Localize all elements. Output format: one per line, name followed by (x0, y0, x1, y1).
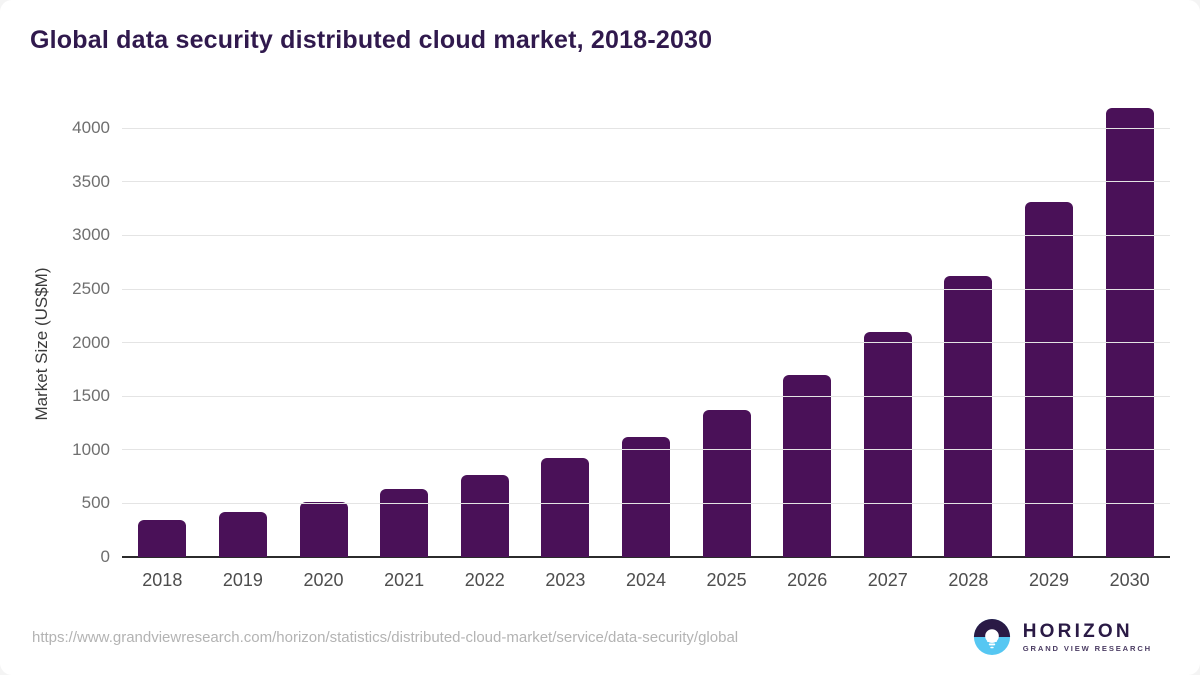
x-label-2024: 2024 (625, 570, 666, 590)
source-url: https://www.grandviewresearch.com/horizo… (32, 629, 739, 646)
bar-2023 (541, 457, 590, 557)
gridline-3500 (122, 181, 1170, 183)
y-tick-label-500: 500 (81, 493, 110, 513)
gridline-2000 (122, 342, 1170, 344)
x-label-2021: 2021 (384, 570, 425, 590)
bar-slot-2021 (364, 101, 445, 557)
horizon-logo-subtitle: GRAND VIEW RESEARCH (1022, 643, 1152, 653)
gridline-3000 (122, 234, 1170, 236)
y-axis-label: Market Size (US$M) (32, 267, 51, 421)
y-tick-label-1000: 1000 (72, 439, 110, 459)
bar-slot-2026 (767, 101, 848, 557)
y-tick-label-1500: 1500 (72, 386, 110, 406)
bar-2029 (1025, 201, 1073, 557)
horizon-logo-icon (973, 618, 1011, 656)
chart-title: Global data security distributed cloud m… (30, 26, 713, 54)
bar-2022 (460, 475, 509, 557)
bar-2019 (218, 511, 267, 557)
bar-slot-2018 (122, 101, 203, 557)
bar-slot-2023 (525, 101, 606, 557)
bar-slot-2030 (1089, 101, 1170, 557)
x-axis-line (122, 556, 1170, 558)
bar-2021 (380, 488, 429, 557)
bar-slot-2019 (203, 101, 284, 557)
bar-slot-2020 (283, 101, 364, 557)
bar-slot-2029 (1009, 101, 1090, 557)
x-label-2019: 2019 (222, 570, 263, 590)
plot-area: 0 500 1000 1500 2000 2500 3000 3500 4000 (72, 101, 1170, 566)
y-tick-label-3000: 3000 (72, 225, 110, 245)
bar-2028 (944, 276, 993, 557)
x-axis-labels: 2018 2019 2020 2021 2022 2023 2024 2025 2026 2027… (122, 570, 1170, 591)
x-label-2030: 2030 (1109, 570, 1150, 590)
gridline-4000 (122, 127, 1170, 129)
horizon-logo: HORIZON GRAND VIEW RESEARCH (973, 618, 1152, 656)
x-label-2027: 2027 (867, 570, 908, 590)
bar-2026 (783, 374, 832, 557)
y-tick-label-2000: 2000 (72, 332, 110, 352)
gridline-500 (122, 502, 1170, 504)
gridline-2500 (122, 288, 1170, 290)
x-label-2026: 2026 (787, 570, 828, 590)
x-label-2020: 2020 (303, 570, 344, 590)
bar-slot-2022 (444, 101, 525, 557)
x-label-2028: 2028 (948, 570, 989, 590)
x-label-2025: 2025 (706, 570, 747, 590)
gridline-1500 (122, 395, 1170, 397)
horizon-logo-text: HORIZON GRAND VIEW RESEARCH (1022, 620, 1152, 653)
x-label-2023: 2023 (545, 570, 586, 590)
bar-slot-2024 (606, 101, 687, 557)
y-tick-label-2500: 2500 (72, 279, 110, 298)
bars-row (122, 101, 1170, 557)
y-tick-label-0: 0 (100, 547, 110, 566)
bar-slot-2028 (928, 101, 1009, 557)
bar-2024 (621, 436, 670, 557)
bar-2018 (138, 520, 187, 557)
x-label-2022: 2022 (464, 570, 505, 590)
x-label-2029: 2029 (1028, 570, 1070, 590)
gridline-1000 (122, 449, 1170, 451)
x-label-2018: 2018 (142, 570, 183, 590)
bar-2020 (299, 501, 348, 557)
y-tick-label-3500: 3500 (72, 171, 110, 191)
horizon-logo-title: HORIZON (1022, 620, 1133, 642)
bar-slot-2025 (686, 101, 767, 557)
y-tick-label-4000: 4000 (72, 118, 110, 138)
bar-2027 (863, 331, 912, 557)
bar-2025 (702, 409, 751, 557)
bar-2030 (1105, 107, 1154, 557)
bar-slot-2027 (847, 101, 928, 557)
